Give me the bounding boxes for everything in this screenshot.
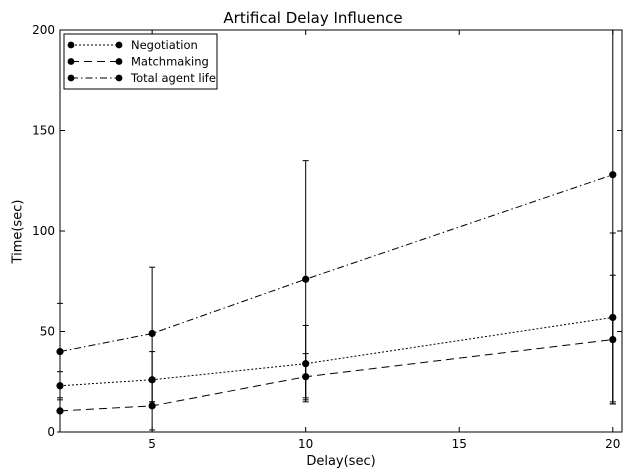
series-line-1 bbox=[59, 339, 613, 412]
x-axis-label: Delay(sec) bbox=[306, 454, 376, 469]
y-tick-label: 200 bbox=[32, 23, 55, 37]
data-point bbox=[148, 329, 156, 338]
legend-label: Total agent life bbox=[130, 71, 216, 85]
legend-marker bbox=[67, 74, 75, 82]
plot-frame bbox=[59, 29, 623, 433]
data-point bbox=[56, 348, 64, 356]
legend-marker bbox=[67, 58, 75, 65]
legend-label: Matchmaking bbox=[131, 55, 209, 69]
y-tick-label: 100 bbox=[32, 224, 55, 238]
x-tick-label: 20 bbox=[605, 437, 620, 451]
data-point bbox=[302, 275, 310, 283]
series-line-2 bbox=[59, 174, 613, 353]
legend-marker bbox=[115, 41, 123, 49]
legend-marker bbox=[67, 41, 75, 49]
x-tick-label: 10 bbox=[298, 437, 313, 451]
data-point bbox=[609, 171, 617, 179]
y-tick-label: 50 bbox=[40, 325, 55, 339]
y-axis-label: Time(sec) bbox=[10, 199, 26, 264]
x-tick-label: 5 bbox=[148, 437, 156, 451]
y-tick-label: 0 bbox=[47, 425, 55, 439]
data-point bbox=[148, 402, 156, 410]
legend-label: Negotiation bbox=[131, 38, 198, 52]
chart-title: Artifical Delay Influence bbox=[223, 9, 403, 27]
x-tick-label: 15 bbox=[452, 437, 467, 451]
y-tick-label: 150 bbox=[32, 124, 55, 138]
legend-marker bbox=[115, 58, 123, 65]
series-line-0 bbox=[59, 316, 613, 387]
legend-marker bbox=[115, 74, 123, 82]
